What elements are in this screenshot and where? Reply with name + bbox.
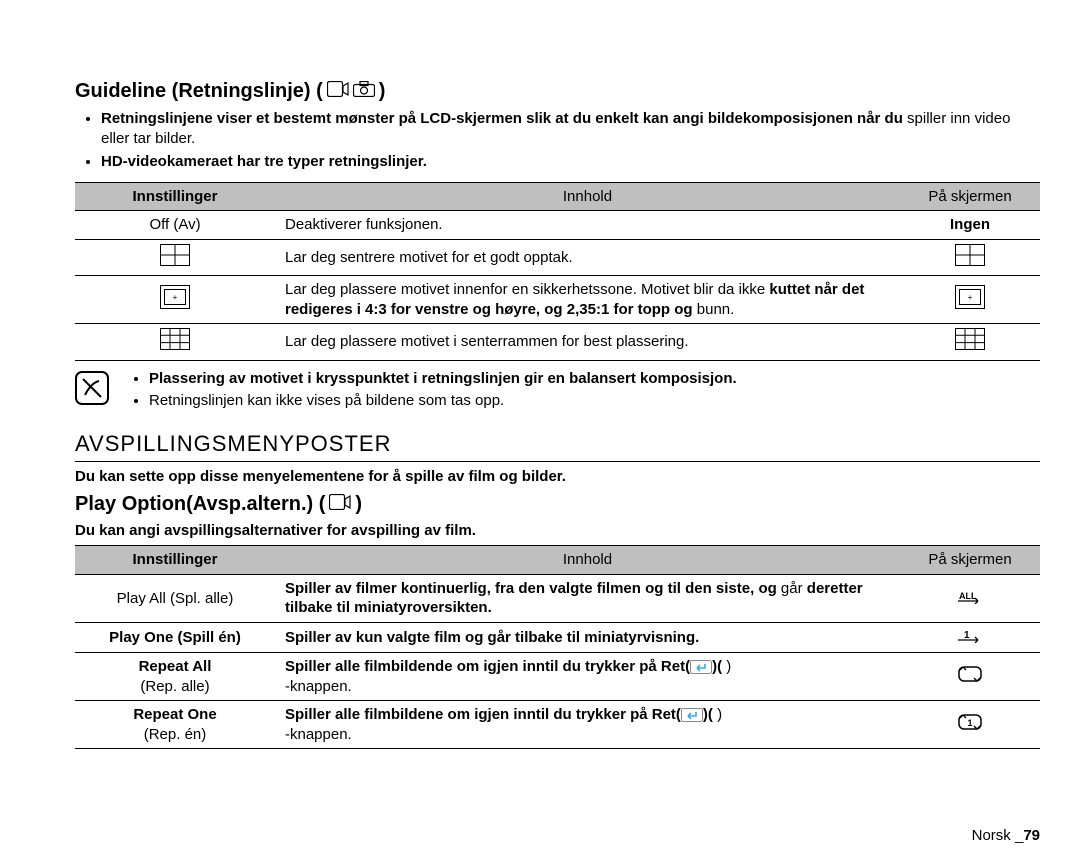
playmenu-intro: Du kan sette opp disse menyelementene fo… (75, 468, 1040, 485)
cell-setting-icon: + (75, 276, 275, 324)
note-item: Retningslinjen kan ikke vises på bildene… (149, 391, 737, 411)
grid-cross-icon (160, 244, 190, 272)
page-lang: Norsk _ (972, 827, 1024, 844)
table-row: Lar deg plassere motivet i senterrammen … (75, 324, 1040, 361)
page-no: 79 (1023, 827, 1040, 844)
video-icon (329, 493, 351, 516)
cell-screen-icon (900, 239, 1040, 276)
heading-rule (75, 461, 1040, 462)
th-settings: Innstillinger (75, 182, 275, 211)
playoption-sub: Du kan angi avspillingsalternativer for … (75, 522, 1040, 539)
note-icon (75, 371, 109, 410)
table-row: Play All (Spl. alle) Spiller av filmer k… (75, 574, 1040, 622)
cell-content: Lar deg plassere motivet i senterrammen … (275, 324, 900, 361)
th-screen: På skjermen (900, 182, 1040, 211)
grid-thirds-icon (160, 328, 190, 356)
cell-setting-icon (75, 239, 275, 276)
page-number: Norsk _79 (972, 827, 1040, 844)
th-screen: På skjermen (900, 546, 1040, 575)
cell-screen-icon: 1 (900, 622, 1040, 653)
table-row: Off (Av) Deaktiverer funksjonen. Ingen (75, 211, 1040, 240)
cell-screen-icon: + (900, 276, 1040, 324)
cell-setting: Off (Av) (75, 211, 275, 240)
playoption-table: Innstillinger Innhold På skjermen Play A… (75, 545, 1040, 749)
svg-text:1: 1 (967, 718, 972, 728)
table-row: Lar deg sentrere motivet for et godt opp… (75, 239, 1040, 276)
cell-setting: Repeat All(Rep. alle) (75, 653, 275, 701)
table-header-row: Innstillinger Innhold På skjermen (75, 182, 1040, 211)
table-row: Repeat One(Rep. én) Spiller alle filmbil… (75, 701, 1040, 749)
note-row: Plassering av motivet i krysspunktet i r… (75, 369, 1040, 414)
cell-setting: Repeat One(Rep. én) (75, 701, 275, 749)
note-bullets: Plassering av motivet i krysspunktet i r… (127, 369, 737, 414)
svg-text:+: + (173, 293, 178, 302)
guideline-title-text: Guideline (Retningslinje) ( (75, 80, 323, 103)
guideline-table: Innstillinger Innhold På skjermen Off (A… (75, 182, 1040, 361)
grid-cross-icon (955, 244, 985, 272)
guideline-bullet-2: HD-videokameraet har tre typer retningsl… (101, 152, 1040, 172)
return-icon (681, 708, 703, 722)
cell-screen-icon: 1 (900, 701, 1040, 749)
cell-content: Spiller av kun valgte film og går tilbak… (275, 622, 900, 653)
svg-text:1: 1 (964, 630, 970, 641)
repeat-all-icon (957, 664, 983, 690)
table-row: Play One (Spill én) Spiller av kun valgt… (75, 622, 1040, 653)
camera-icon (353, 80, 375, 103)
table-header-row: Innstillinger Innhold På skjermen (75, 546, 1040, 575)
th-content: Innhold (275, 182, 900, 211)
cell-screen-icon: ALL (900, 574, 1040, 622)
guideline-bullet-1: Retningslinjene viser et bestemt mønster… (101, 109, 1040, 150)
cell-content: Lar deg plassere motivet innenfor en sik… (275, 276, 900, 324)
th-settings: Innstillinger (75, 546, 275, 575)
cell-setting-icon (75, 324, 275, 361)
svg-text:ALL: ALL (959, 591, 977, 601)
cell-setting: Play All (Spl. alle) (75, 574, 275, 622)
guideline-title-close: ) (379, 80, 386, 103)
cell-content: Lar deg sentrere motivet for et godt opp… (275, 239, 900, 276)
cell-screen-icon (900, 324, 1040, 361)
table-row: + Lar deg plassere motivet innenfor en s… (75, 276, 1040, 324)
cell-content: Spiller alle filmbildende om igjen innti… (275, 653, 900, 701)
cell-screen: Ingen (900, 211, 1040, 240)
play-all-icon: ALL (956, 588, 984, 610)
cell-content: Spiller alle filmbildene om igjen inntil… (275, 701, 900, 749)
grid-safezone-icon: + (160, 285, 190, 315)
cell-content: Deaktiverer funksjonen. (275, 211, 900, 240)
cell-setting: Play One (Spill én) (75, 622, 275, 653)
playoption-title: Play Option(Avsp.altern.) ( ) (75, 493, 1040, 516)
video-icon (327, 80, 349, 103)
guideline-title: Guideline (Retningslinje) ( ) (75, 80, 1040, 103)
manual-page: Guideline (Retningslinje) ( ) Retningsli… (0, 0, 1080, 787)
playmenu-heading: AVSPILLINGSMENYPOSTER (75, 431, 1040, 457)
th-content: Innhold (275, 546, 900, 575)
note-item: Plassering av motivet i krysspunktet i r… (149, 369, 737, 389)
return-icon (690, 660, 712, 674)
playoption-title-close: ) (355, 493, 362, 516)
cell-content: Spiller av filmer kontinuerlig, fra den … (275, 574, 900, 622)
playoption-title-text: Play Option(Avsp.altern.) ( (75, 493, 325, 516)
table-row: Repeat All(Rep. alle) Spiller alle filmb… (75, 653, 1040, 701)
repeat-one-icon: 1 (957, 712, 983, 738)
svg-text:+: + (968, 293, 973, 302)
grid-safezone-icon: + (955, 285, 985, 315)
guideline-bullets: Retningslinjene viser et bestemt mønster… (75, 109, 1040, 172)
cell-screen-icon (900, 653, 1040, 701)
grid-thirds-icon (955, 328, 985, 356)
play-one-icon: 1 (956, 627, 984, 649)
